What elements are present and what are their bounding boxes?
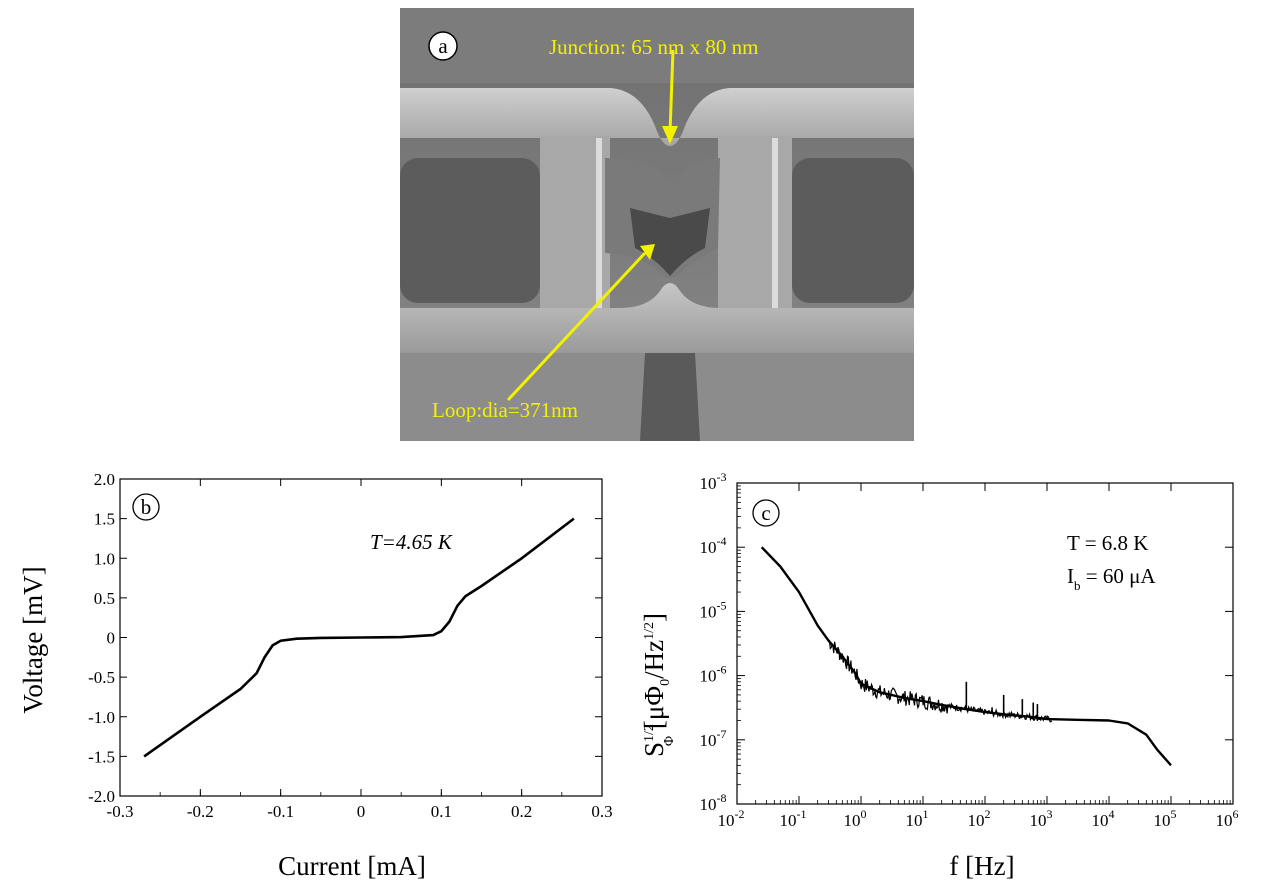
y-tick-label: 10-4	[700, 534, 727, 557]
x-tick-label: 101	[906, 807, 929, 830]
x-tick-label: 10-2	[718, 807, 745, 830]
x-tick-label: 0	[357, 802, 366, 821]
x-tick-label: 102	[968, 807, 991, 830]
loop-arrowhead	[640, 244, 655, 260]
y-tick-label: 1.5	[94, 510, 115, 529]
y-tick-label: -0.5	[88, 668, 115, 687]
y-axis-label: Voltage [mV]	[18, 566, 48, 713]
x-tick-label: 10-1	[780, 807, 807, 830]
y-tick-label: 2.0	[94, 470, 115, 489]
x-tick-label: 0.3	[591, 802, 612, 821]
panel-c-label: c	[761, 501, 770, 525]
junction-arrowhead	[662, 126, 678, 144]
noise-fluctuation	[828, 640, 1053, 723]
x-axis-label: f [Hz]	[949, 851, 1014, 881]
right-window	[792, 158, 914, 303]
panel-b-badge	[132, 493, 160, 521]
x-tick-label: -0.1	[267, 802, 294, 821]
x-tick-label: 106	[1216, 807, 1239, 830]
y-tick-label: -2.0	[88, 787, 115, 806]
temperature-annotation: T = 6.8 K	[1067, 531, 1148, 555]
x-tick-label: -0.3	[107, 802, 134, 821]
iv-chart-svg: -0.3 -0.2 -0.1 0 0.1 0.2 0.3 -2.0 -1.5 -1.0 -0.5 0 0…	[18, 470, 613, 881]
iv-chart: -0.3 -0.2 -0.1 0 0.1 0.2 0.3 -2.0 -1.5 -1.0 -0.5 0 0…	[0, 462, 620, 886]
top-electrode	[400, 88, 914, 146]
loop-hole	[630, 208, 710, 276]
loop-label: Loop:dia=371nm	[432, 398, 578, 422]
panel-a-label: a	[438, 34, 448, 58]
sem-image: a Junction: 65 nm x 80 nm Loop:dia=371nm	[400, 8, 914, 441]
noise-chart-svg: 10-2 10-1 100 101 102 103 104 105 10610-810-710-…	[639, 470, 1239, 881]
y-tick-label: 10-6	[700, 663, 727, 686]
x-tick-label: 100	[844, 807, 867, 830]
x-tick-label: -0.2	[187, 802, 214, 821]
y-axis-label: S1/2 Φ [μΦ0/Hz1/2]	[639, 613, 677, 757]
y-tick-label: 0.5	[94, 589, 115, 608]
noise-plot-frame	[736, 482, 1234, 805]
x-tick-label: 103	[1030, 807, 1053, 830]
panel-b-label: b	[141, 495, 152, 519]
junction-arrow	[668, 49, 675, 134]
x-tick-label: 0.1	[431, 802, 452, 821]
left-window	[400, 158, 540, 303]
y-tick-label: 0	[107, 629, 116, 648]
y-tick-label: 10-7	[700, 727, 727, 750]
bias-current-annotation: Ib = 60 μA	[1067, 564, 1156, 593]
panel-a-badge	[428, 31, 458, 61]
panel-c-badge	[752, 499, 780, 527]
y-tick-label: -1.0	[88, 708, 115, 727]
y-tick-label: 1.0	[94, 549, 115, 568]
temperature-annotation: T=4.65 K	[370, 530, 453, 554]
sem-micrograph: a Junction: 65 nm x 80 nm Loop:dia=371nm	[400, 8, 914, 441]
noise-chart: 10-2 10-1 100 101 102 103 104 105 106 10-8 10-7 10-…	[635, 462, 1263, 886]
iv-curve	[143, 517, 575, 758]
x-axis-label: Current [mA]	[278, 851, 426, 881]
y-tick-label: 10-3	[700, 470, 727, 493]
x-tick-label: 105	[1154, 807, 1177, 830]
loop-arrow	[506, 251, 647, 402]
y-tick-label: 10-5	[700, 598, 727, 621]
y-tick-label: -1.5	[88, 747, 115, 766]
junction-label: Junction: 65 nm x 80 nm	[549, 35, 758, 59]
x-tick-label: 104	[1092, 807, 1115, 830]
bottom-electrode	[400, 283, 914, 353]
x-tick-label: 0.2	[511, 802, 532, 821]
